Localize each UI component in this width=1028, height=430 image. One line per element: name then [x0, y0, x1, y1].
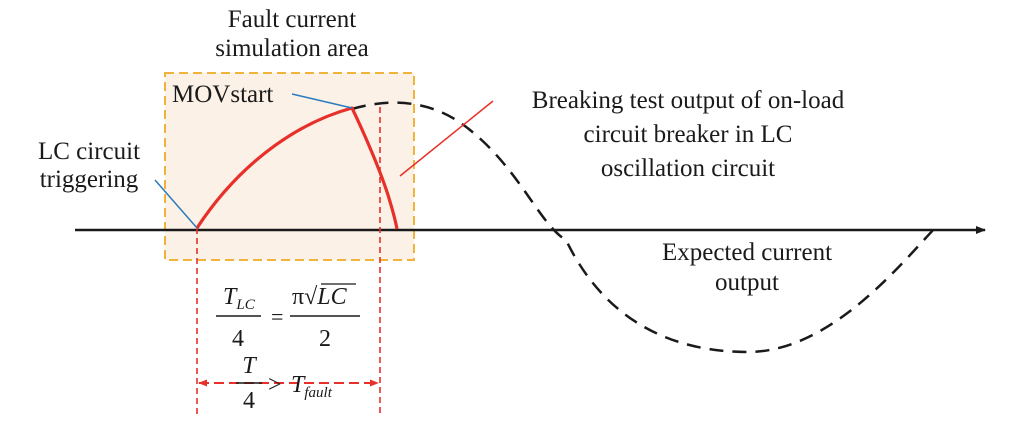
- formula-lc-quarter-period: TLC 4 = π√LC 2: [216, 283, 360, 352]
- formula2-rhs-sub: fault: [304, 385, 332, 401]
- formula2-den: 4: [243, 388, 255, 414]
- expected-current-curve: [351, 101, 936, 354]
- formula1-lhs-sub: LC: [235, 297, 255, 313]
- formula-fault-condition: T 4 > Tfault: [236, 353, 333, 414]
- formula2-gt: >: [268, 372, 282, 398]
- formula1-radicand: LC: [316, 284, 347, 310]
- breaking-output-label-line2: circuit breaker in LC: [584, 121, 793, 148]
- breaking-output-label-line3: oscillation circuit: [601, 155, 775, 182]
- formula1-lhs-main: T: [223, 284, 238, 310]
- lc-trigger-leader: [154, 179, 198, 229]
- mov-start-label: MOVstart: [172, 81, 273, 108]
- mov-start-leader: [291, 93, 353, 109]
- formula1-lhs-den: 4: [232, 326, 244, 352]
- breaking-output-label-line1: Breaking test output of on-load: [532, 87, 845, 114]
- formula1-equals: =: [271, 304, 283, 329]
- lc-trigger-label-line2: triggering: [40, 166, 139, 193]
- formula1-pi: π: [292, 284, 304, 310]
- fault-area-title-line1: Fault current: [228, 6, 356, 33]
- lc-trigger-label-line1: LC circuit: [38, 138, 140, 165]
- fault-area-title-line2: simulation area: [215, 35, 368, 62]
- formula2-rhs-main: T: [291, 372, 306, 398]
- svg-text:TLC: TLC: [223, 284, 256, 313]
- fault-current-curve: [195, 106, 399, 230]
- formula1-sqrt: √: [304, 284, 318, 310]
- expected-output-label-line1: Expected current: [662, 239, 832, 266]
- svg-text:π√LC: π√LC: [292, 284, 348, 310]
- formula1-rhs-den: 2: [319, 326, 331, 352]
- svg-text:Tfault: Tfault: [291, 372, 333, 401]
- formula2-num: T: [242, 353, 257, 379]
- expected-output-label-line2: output: [715, 269, 779, 296]
- breaking-output-leader: [399, 100, 494, 177]
